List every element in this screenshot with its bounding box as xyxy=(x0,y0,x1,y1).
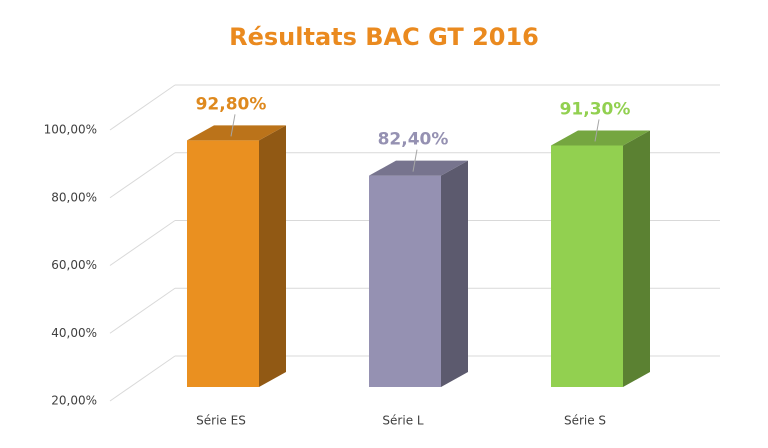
leader-line xyxy=(412,149,418,172)
bar-front xyxy=(551,145,623,387)
grid-line xyxy=(109,355,176,402)
y-tick-label: 100,00% xyxy=(44,123,97,137)
bar-top xyxy=(369,160,468,176)
leader-line xyxy=(230,114,236,137)
bar xyxy=(551,130,650,387)
y-tick-label: 20,00% xyxy=(51,394,97,408)
grid-line xyxy=(109,152,176,199)
chart-title: Résultats BAC GT 2016 xyxy=(229,23,539,51)
leader-line xyxy=(594,119,600,142)
grid-line xyxy=(109,84,176,131)
bar xyxy=(187,125,286,387)
bar-front xyxy=(369,175,441,387)
y-tick-label: 80,00% xyxy=(51,190,97,204)
bar-side xyxy=(259,125,286,387)
y-tick-label: 40,00% xyxy=(51,326,97,340)
bar-side xyxy=(441,160,468,387)
x-tick-label: Série ES xyxy=(196,414,246,428)
bar-top xyxy=(187,125,286,141)
grid-line xyxy=(109,287,176,334)
y-tick-label: 60,00% xyxy=(51,258,97,272)
bar-side xyxy=(623,130,650,387)
value-label: 92,80% xyxy=(196,94,267,114)
bar-front xyxy=(187,140,259,387)
value-label: 82,40% xyxy=(378,130,449,150)
bar xyxy=(369,160,468,387)
x-tick-label: Série S xyxy=(564,414,606,428)
x-tick-label: Série L xyxy=(382,414,423,428)
value-label: 91,30% xyxy=(560,99,631,119)
grid-line xyxy=(109,220,176,266)
bar-top xyxy=(551,130,650,146)
